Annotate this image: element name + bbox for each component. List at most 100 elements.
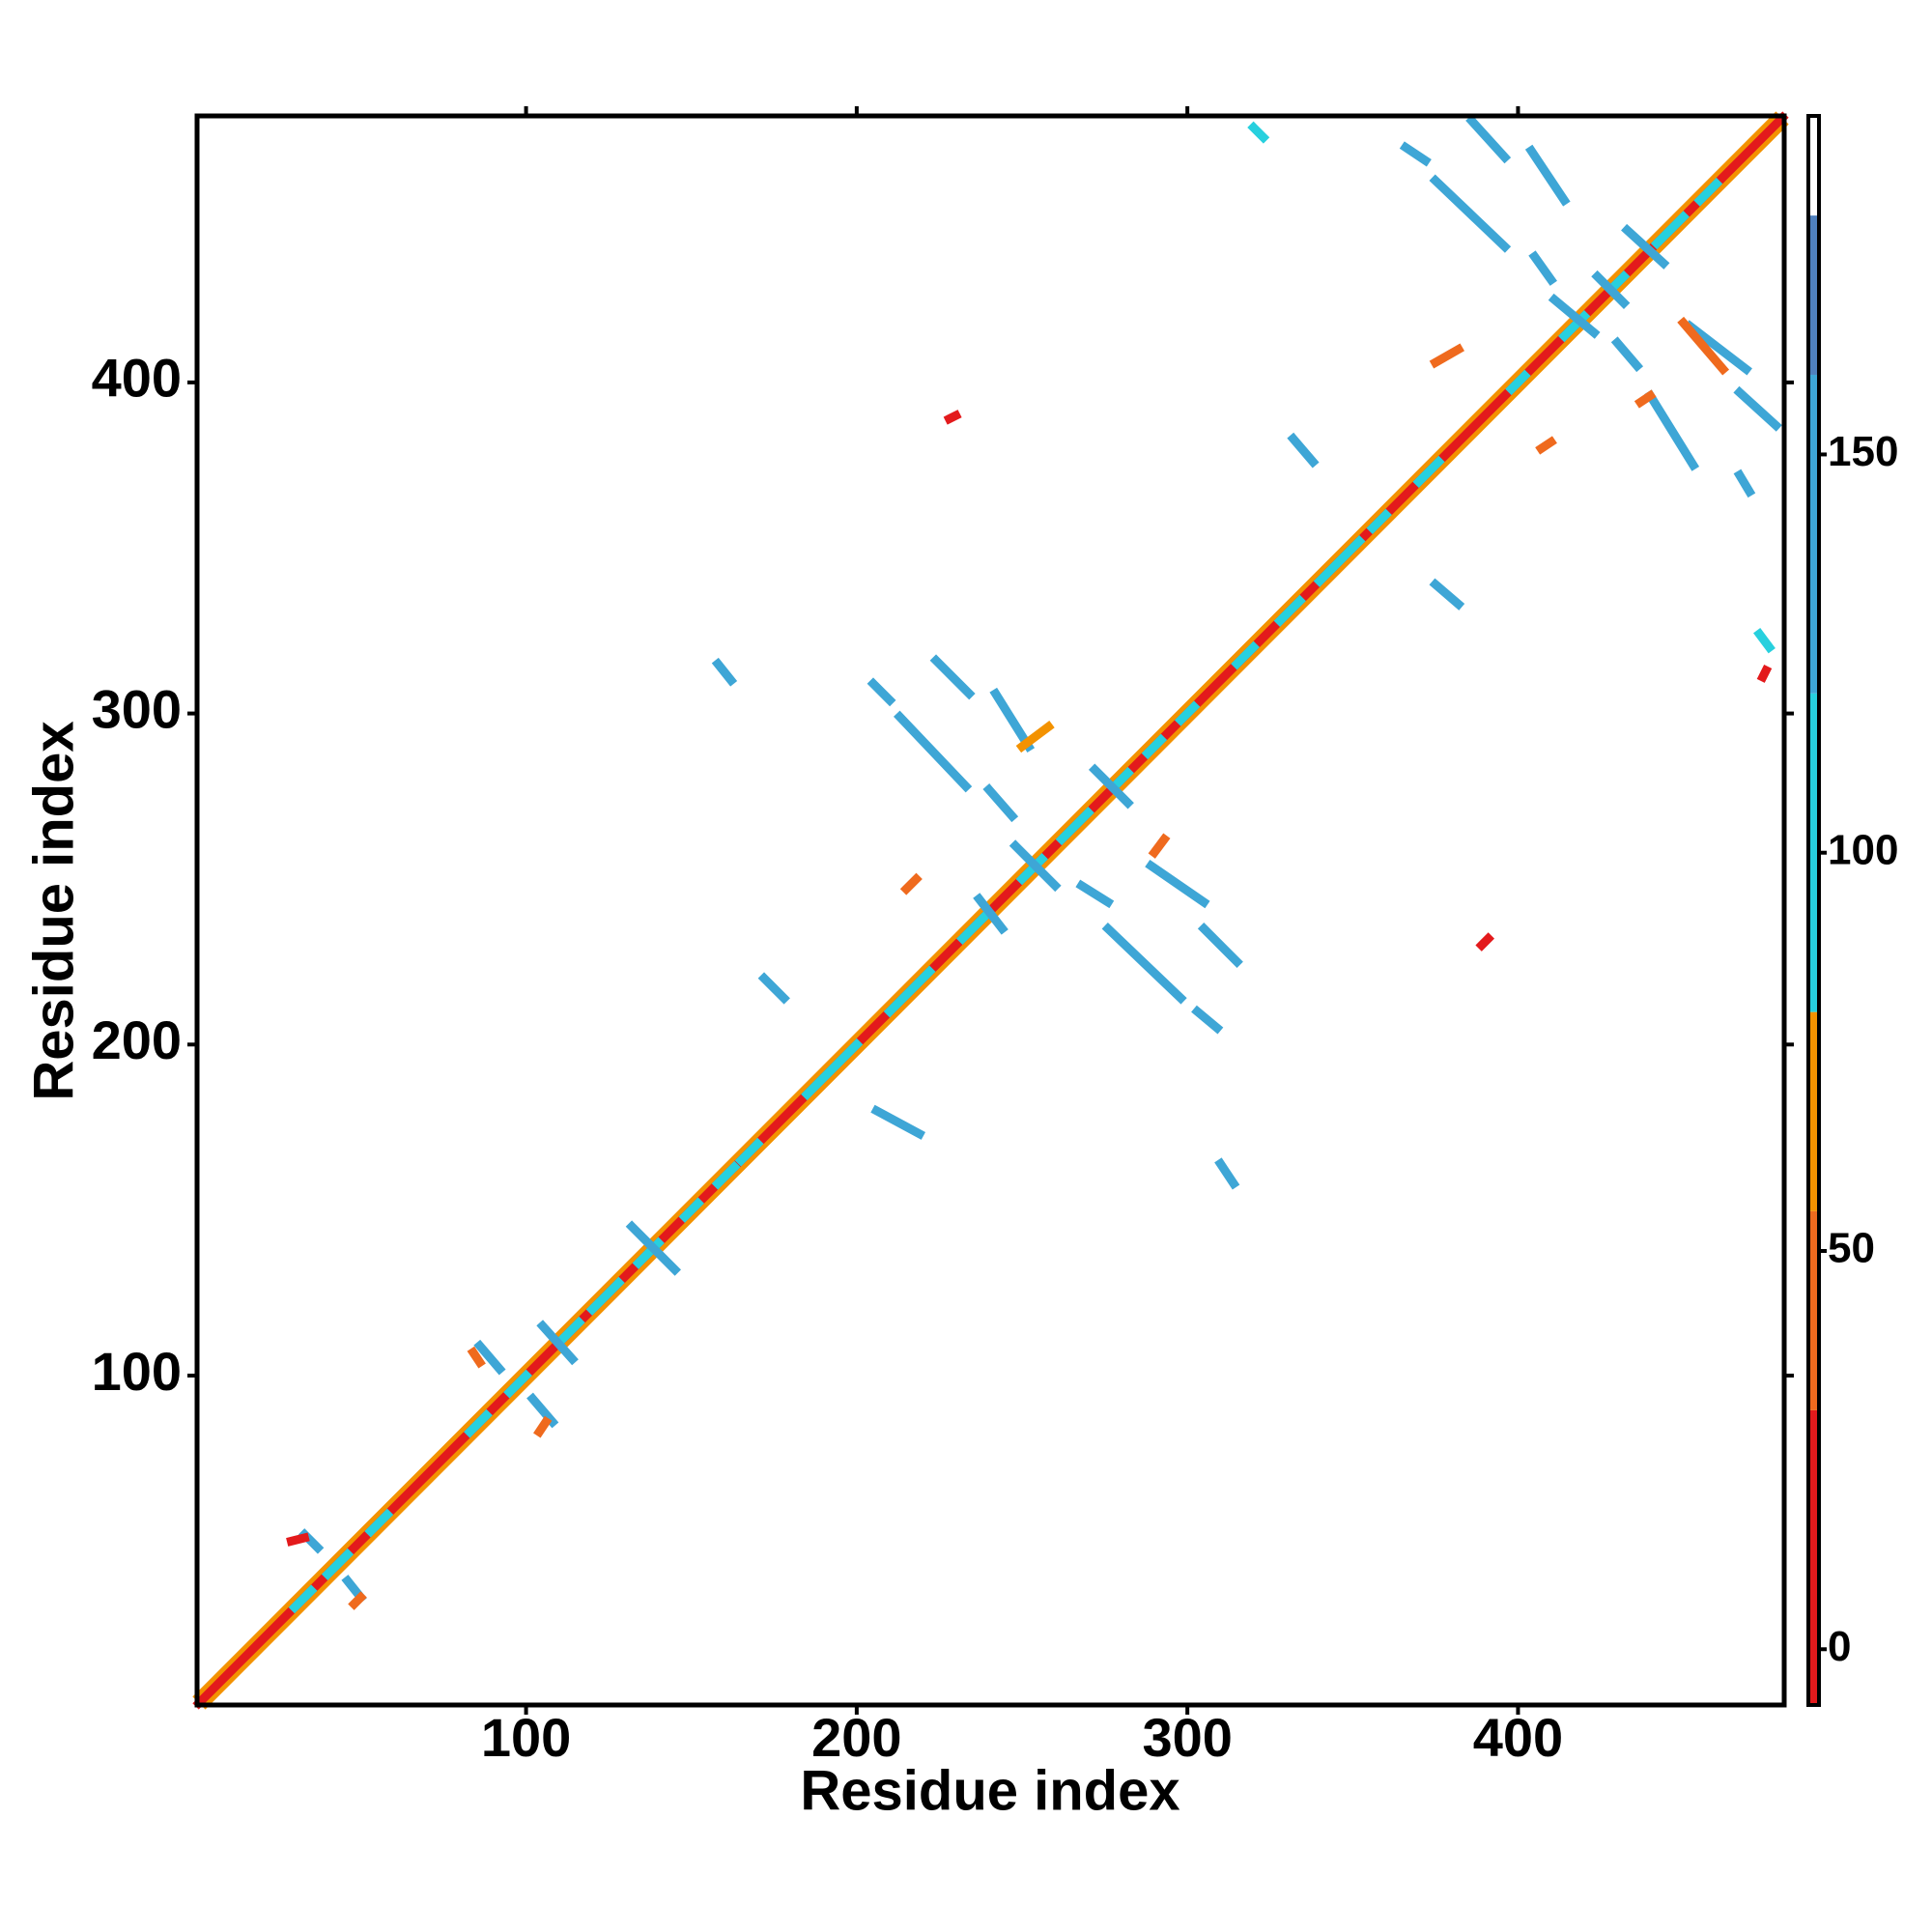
contact bbox=[585, 1276, 625, 1316]
colorbar-tick-label: 0 bbox=[1828, 1623, 1851, 1670]
y-tick-label: 400 bbox=[92, 348, 182, 409]
contact bbox=[899, 872, 923, 895]
colorbar-level bbox=[1808, 693, 1819, 1012]
contact bbox=[929, 654, 976, 700]
contact bbox=[473, 1339, 506, 1376]
contact bbox=[1009, 839, 1062, 893]
contact bbox=[1174, 700, 1201, 726]
colorbar-level bbox=[1808, 1409, 1819, 1705]
contact bbox=[1429, 174, 1512, 253]
contact bbox=[553, 1316, 585, 1350]
contact bbox=[1693, 177, 1723, 207]
y-tick-label: 100 bbox=[92, 1341, 182, 1402]
contact bbox=[1108, 766, 1134, 793]
contact bbox=[364, 1508, 394, 1538]
contact bbox=[625, 1220, 681, 1276]
contact bbox=[1247, 121, 1270, 144]
contact bbox=[536, 1320, 579, 1366]
contact bbox=[1684, 320, 1752, 376]
contact bbox=[1273, 594, 1306, 627]
x-axis-title: Residue index bbox=[800, 1759, 1179, 1822]
colorbar-tick-label: 100 bbox=[1828, 826, 1898, 873]
contact bbox=[867, 677, 896, 707]
x-tick-label: 300 bbox=[1142, 1707, 1232, 1768]
contact bbox=[801, 1037, 864, 1101]
contact bbox=[467, 1346, 486, 1369]
colorbar-level bbox=[1808, 1210, 1819, 1410]
contact bbox=[1644, 389, 1700, 471]
contact bbox=[464, 1408, 493, 1438]
contact bbox=[526, 1392, 559, 1429]
contact bbox=[503, 1369, 532, 1399]
contact bbox=[894, 710, 973, 793]
x-tick-label: 100 bbox=[481, 1707, 571, 1768]
colorbar-tick-label: 150 bbox=[1828, 428, 1898, 475]
contact bbox=[1197, 922, 1243, 968]
contact bbox=[1399, 141, 1432, 167]
contact bbox=[286, 1532, 310, 1547]
contact bbox=[1412, 455, 1445, 489]
contact bbox=[1621, 223, 1670, 270]
contact bbox=[982, 783, 1019, 823]
contact bbox=[989, 687, 1036, 753]
colorbar-frame bbox=[1806, 114, 1821, 1707]
contact bbox=[1610, 336, 1644, 373]
y-axis-title: Residue index bbox=[22, 721, 85, 1100]
plot-frame bbox=[194, 113, 1787, 1708]
contact bbox=[1075, 879, 1115, 909]
contact bbox=[973, 893, 1009, 935]
contact bbox=[1231, 640, 1260, 670]
contact bbox=[1650, 211, 1690, 250]
contact bbox=[1528, 250, 1557, 286]
contact bbox=[1145, 859, 1210, 909]
contact bbox=[1055, 807, 1094, 846]
contact bbox=[321, 1548, 355, 1580]
contact bbox=[1141, 733, 1168, 760]
contact bbox=[870, 1104, 926, 1140]
contact bbox=[1101, 922, 1187, 1005]
contact bbox=[1191, 1005, 1224, 1035]
contact bbox=[1756, 665, 1773, 683]
contact bbox=[1535, 436, 1557, 455]
contact bbox=[956, 905, 996, 945]
colorbar-level bbox=[1808, 215, 1819, 375]
x-tick-label: 200 bbox=[811, 1707, 901, 1768]
contact bbox=[1287, 432, 1320, 469]
contact bbox=[1088, 763, 1134, 810]
contact bbox=[1465, 114, 1512, 164]
contact bbox=[1475, 932, 1495, 952]
contact bbox=[348, 1591, 367, 1610]
contact bbox=[1015, 720, 1055, 753]
contact bbox=[757, 972, 790, 1005]
colorbar-tick-label: 50 bbox=[1828, 1225, 1875, 1272]
contact bbox=[1591, 270, 1631, 309]
colorbar-level bbox=[1808, 374, 1819, 694]
colorbar-level bbox=[1808, 1011, 1819, 1211]
contact bbox=[1753, 628, 1776, 654]
contact bbox=[1313, 535, 1366, 587]
contact bbox=[943, 410, 962, 425]
contact bbox=[883, 965, 936, 1018]
y-tick-label: 200 bbox=[92, 1009, 182, 1070]
contact bbox=[288, 1584, 318, 1614]
contact bbox=[1015, 853, 1048, 886]
contact bbox=[533, 1415, 553, 1438]
contact bbox=[1148, 833, 1171, 859]
contact bbox=[1366, 508, 1392, 535]
contact bbox=[711, 657, 738, 687]
contact bbox=[1733, 469, 1756, 498]
contact bbox=[1548, 293, 1601, 339]
y-tick-label: 300 bbox=[92, 678, 182, 739]
contact bbox=[1214, 1157, 1240, 1190]
contact bbox=[1429, 578, 1465, 611]
contact bbox=[678, 1197, 704, 1223]
colorbar-level bbox=[1808, 116, 1819, 216]
contact bbox=[1677, 316, 1730, 376]
contact bbox=[1634, 389, 1657, 409]
contact bbox=[711, 1160, 741, 1190]
contact bbox=[1505, 369, 1531, 396]
contact bbox=[1429, 343, 1464, 369]
contact bbox=[1524, 144, 1571, 207]
contact bbox=[1733, 385, 1782, 432]
